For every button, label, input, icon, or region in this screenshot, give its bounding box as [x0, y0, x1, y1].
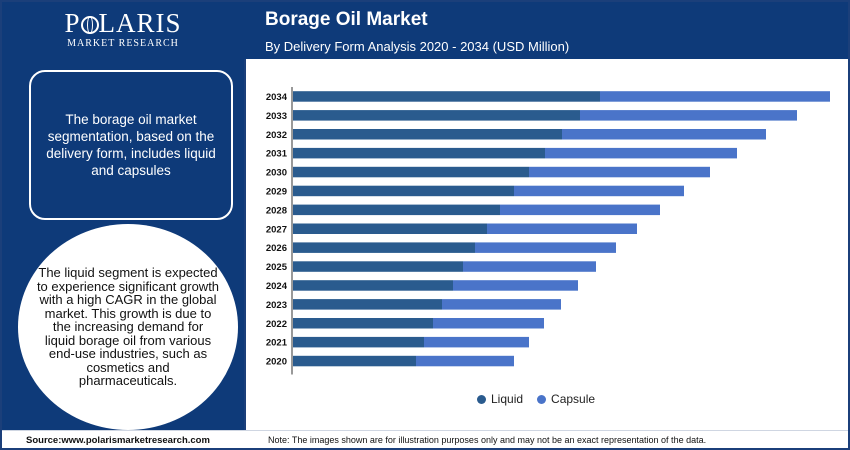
bar-liquid-2030	[293, 166, 529, 178]
legend-item-liquid: Liquid	[477, 392, 523, 406]
y-tick-label: 2027	[266, 224, 287, 235]
bar-capsule-2028	[500, 204, 660, 216]
y-tick-label: 2034	[266, 92, 288, 103]
legend-item-capsule: Capsule	[537, 392, 595, 406]
bar-liquid-2022	[293, 318, 433, 329]
header-band	[244, 2, 848, 59]
left-panel: P LARIS MARKET RESEARCH The borage oil ma…	[2, 2, 244, 430]
bar-liquid-2032	[293, 129, 562, 140]
chart-title: Borage Oil Market	[265, 9, 428, 30]
bar-capsule-2027	[487, 223, 637, 234]
globe-icon	[80, 16, 99, 34]
detail-circle: The liquid segment is expected to experi…	[18, 224, 238, 430]
summary-text: The borage oil market segmentation, base…	[46, 112, 216, 178]
bar-capsule-2025	[463, 261, 596, 272]
y-tick-label: 2024	[266, 281, 288, 292]
y-tick-label: 2029	[266, 186, 287, 197]
bar-liquid-2029	[293, 185, 514, 197]
bar-liquid-2033	[293, 110, 580, 121]
y-tick-label: 2025	[266, 262, 288, 273]
bar-liquid-2031	[293, 147, 545, 159]
legend-label-capsule: Capsule	[551, 392, 596, 406]
y-tick-label: 2021	[266, 338, 288, 349]
bar-liquid-2027	[293, 223, 487, 234]
y-tick-label: 2033	[266, 111, 287, 122]
bar-liquid-2020	[293, 355, 416, 367]
source-text: Source:www.polarismarketresearch.com	[26, 435, 210, 446]
bar-capsule-2029	[514, 185, 684, 197]
y-tick-label: 2023	[266, 300, 287, 311]
bar-capsule-2022	[433, 318, 544, 329]
bar-capsule-2026	[475, 242, 616, 253]
bar-chart: 2034 2033 2032 2031 2030 2029 2028 2027 2026 2025…	[266, 87, 830, 375]
bar-liquid-2034	[293, 91, 600, 102]
y-tick-label: 2028	[266, 205, 287, 216]
bar-liquid-2024	[293, 280, 453, 291]
logo-name: P LARIS	[2, 8, 244, 38]
y-tick-label: 2020	[266, 357, 287, 368]
bar-liquid-2021	[293, 336, 424, 348]
bar-capsule-2033	[580, 110, 797, 121]
bar-capsule-2024	[453, 280, 578, 291]
bar-capsule-2031	[545, 147, 737, 159]
bar-capsule-2020	[416, 355, 514, 367]
bar-capsule-2034	[600, 91, 830, 102]
bar-liquid-2028	[293, 204, 500, 216]
note-text: Note: The images shown are for illustrat…	[268, 435, 707, 445]
y-tick-label: 2032	[266, 130, 287, 141]
bar-liquid-2023	[293, 299, 442, 310]
bar-liquid-2026	[293, 242, 475, 253]
y-tick-label: 2031	[266, 149, 288, 160]
bar-liquid-2025	[293, 261, 463, 272]
bar-capsule-2032	[562, 129, 766, 140]
y-tick-label: 2022	[266, 319, 287, 330]
logo: P LARIS MARKET RESEARCH	[2, 8, 244, 50]
bar-capsule-2030	[529, 166, 710, 178]
logo-subtitle: MARKET RESEARCH	[67, 38, 179, 49]
chart-subtitle: By Delivery Form Analysis 2020 - 2034 (U…	[265, 39, 570, 54]
logo-name-start: P	[64, 8, 81, 38]
summary-box: The borage oil market segmentation, base…	[29, 70, 233, 220]
y-tick-label: 2030	[266, 168, 287, 179]
logo-name-end: LARIS	[98, 8, 182, 38]
bar-capsule-2023	[442, 299, 561, 310]
legend: Liquid Capsule	[477, 392, 595, 406]
footer: Source:www.polarismarketresearch.com Not…	[2, 430, 848, 448]
y-tick-label: 2026	[266, 243, 287, 254]
liquid-swatch-icon	[477, 394, 486, 404]
bar-capsule-2021	[424, 336, 529, 348]
capsule-swatch-icon	[537, 394, 547, 404]
detail-text: The liquid segment is expected to experi…	[36, 265, 220, 389]
legend-label-liquid: Liquid	[491, 392, 524, 406]
